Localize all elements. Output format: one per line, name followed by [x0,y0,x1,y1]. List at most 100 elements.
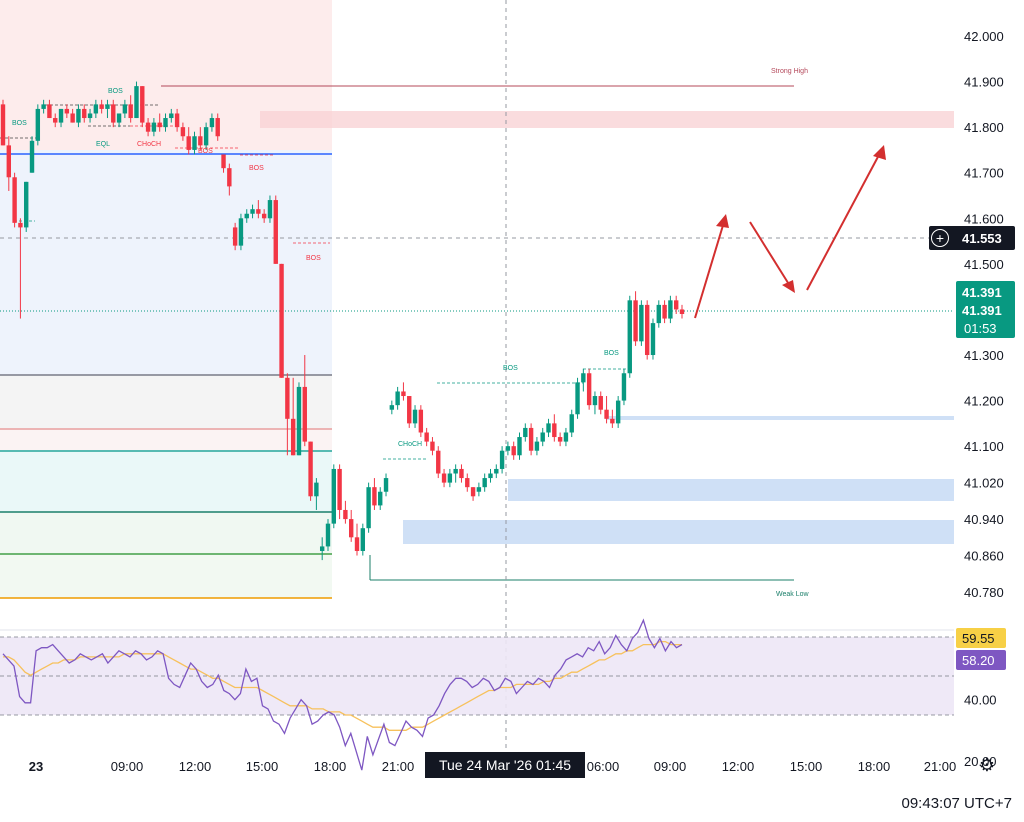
candle [668,295,673,324]
arrow-up-1 [694,221,725,319]
gear-icon[interactable]: ⚙ [978,755,996,775]
candle [227,163,232,196]
candle [250,204,255,219]
clock[interactable]: 09:43:07 UTC+7 [901,795,1013,812]
price-tick: 41.600 [964,211,1004,226]
candle [482,473,487,492]
range-band-3 [0,450,332,512]
candle [221,154,226,173]
candle [453,464,458,483]
candle [35,104,41,146]
add-plus-icon[interactable]: + [931,229,949,247]
candle [679,304,685,319]
candle [70,108,75,123]
candle [64,104,70,119]
candle [523,423,528,442]
candle [383,473,389,497]
time-tick: 18:00 [858,759,891,774]
candle [459,464,464,483]
candle [47,99,52,119]
price-tick: 41.900 [964,75,1004,90]
structure-label: Weak Low [776,591,809,598]
arrow-down [749,221,791,287]
candle [76,104,81,128]
rsi-axis[interactable]: 40.00 20.00 [964,693,997,769]
price-tick: 41.200 [964,394,1004,409]
candle [140,86,145,128]
candle [279,263,284,378]
price-tick: 42.000 [964,29,1004,44]
last-price-tag [956,281,1015,338]
candle [302,355,307,447]
candle [407,396,412,428]
candle [656,300,661,328]
candle [633,291,638,346]
candle [87,108,93,123]
candle [93,99,99,119]
candle [441,468,447,488]
crosshair-price-tag [929,226,1015,250]
rsi-ma-tag [956,628,1006,648]
candle [627,295,632,378]
candle [157,113,162,132]
candle [552,414,557,442]
crosshair-price-text: 41.553 [962,231,1002,246]
candle [563,427,569,447]
demand-zone-2 [403,520,954,544]
annotations-layer: BOS BOS EQL CHoCH BOS BOS BOS CHoCH BOS BOS Strong… [12,68,809,598]
candle [331,464,336,529]
candle [354,523,360,556]
time-tick: 09:00 [111,759,144,774]
time-tick: 06:00 [587,759,620,774]
candle [308,441,313,501]
rsi-ma-value: 59.55 [962,631,995,646]
structure-label: BOS [503,365,518,372]
candle [174,108,180,132]
last-price-text: 41.391 [962,285,1002,300]
candle [134,81,139,119]
candle [389,400,395,415]
candle [418,405,424,438]
candle [372,478,377,510]
crosshair-time-label: Tue 24 Mar '26 01:45 [425,752,585,778]
candle [192,131,197,155]
candle [82,104,87,123]
time-tick: 21:00 [382,759,415,774]
candle [505,441,511,456]
candles-layer [0,81,685,561]
candle [122,99,128,119]
price-tick: 41.500 [964,257,1004,272]
candle [337,464,342,520]
candle [238,213,244,251]
range-band-5 [0,554,332,598]
rsi-tag [956,650,1006,670]
candle [639,300,644,346]
candle [349,509,354,542]
candle [24,181,29,232]
candle [180,122,186,141]
candle [314,478,319,510]
candle [401,382,406,401]
candle [319,537,325,561]
time-tick: 15:00 [246,759,279,774]
range-band-4 [0,512,332,554]
candle [145,118,151,137]
structure-label: Strong High [771,68,808,75]
candle [256,200,261,219]
arrow-head-3 [873,145,886,160]
candle [273,195,278,264]
time-tick: 18:00 [314,759,347,774]
candle [209,113,215,132]
rsi-tick: 20.00 [964,754,997,769]
candle [267,195,273,223]
candle [232,222,238,251]
time-tick: 23 [29,759,43,774]
candle [261,209,267,223]
time-axis[interactable]: 23 09:00 12:00 15:00 18:00 21:00 06:00 09:00 12:… [29,759,957,774]
candle [540,427,545,447]
candle [53,113,58,128]
price-axis[interactable]: 42.000 41.900 41.800 41.700 41.600 41.500 41.3… [964,29,1004,600]
price-tick: 41.800 [964,120,1004,135]
candle [511,441,516,460]
